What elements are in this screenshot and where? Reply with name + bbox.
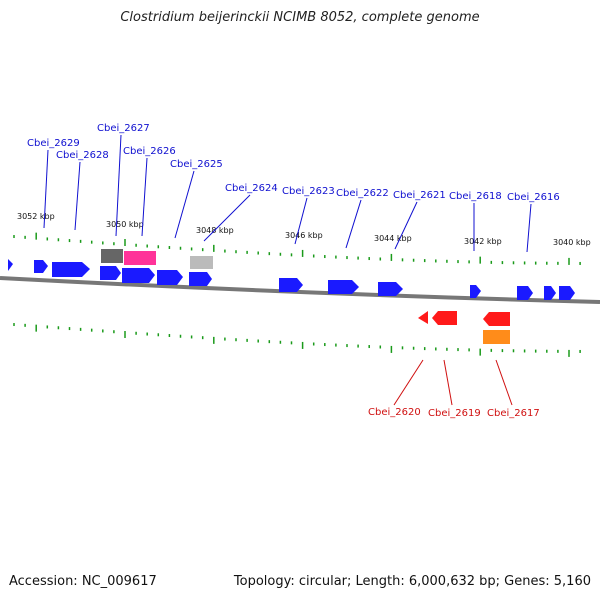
scale-label-3050: 3050 kbp: [106, 220, 144, 229]
rna-gene-pink-block[interactable]: [124, 251, 156, 265]
reverse-gene-labels: Cbei_2620 Cbei_2619 Cbei_2617: [368, 407, 540, 419]
gene-label-cbei-2629[interactable]: Cbei_2629: [27, 138, 80, 149]
gene-arrow[interactable]: [418, 311, 428, 324]
gene-label-cbei-2625[interactable]: Cbei_2625: [170, 159, 223, 170]
leader-line: [203, 194, 251, 242]
gene-label-cbei-2621[interactable]: Cbei_2621: [393, 190, 446, 201]
leader-line: [495, 359, 513, 406]
forward-strand-genes: [8, 259, 575, 300]
gene-arrow[interactable]: [189, 272, 212, 286]
pseudogene-dark-block[interactable]: [101, 249, 123, 263]
genome-summary-text: Topology: circular; Length: 6,000,632 bp…: [233, 574, 591, 589]
scale-ticks-bottom: [13, 323, 581, 357]
leader-line: [393, 359, 424, 406]
leader-line: [115, 134, 122, 237]
leader-line: [174, 170, 195, 239]
scale-ticks-top: [13, 232, 581, 265]
gene-label-cbei-2618[interactable]: Cbei_2618: [449, 191, 502, 202]
gene-label-cbei-2628[interactable]: Cbei_2628: [56, 150, 109, 161]
forward-leader-lines: [43, 134, 532, 253]
rna-gene-orange-block[interactable]: [483, 330, 510, 344]
leader-line: [394, 201, 418, 250]
gene-label-cbei-2624[interactable]: Cbei_2624: [225, 183, 278, 194]
gene-label-cbei-2627[interactable]: Cbei_2627: [97, 123, 150, 134]
scale-label-3044: 3044 kbp: [374, 234, 412, 243]
gene-arrow[interactable]: [378, 282, 403, 296]
gene-arrow[interactable]: [432, 311, 457, 325]
leader-line: [345, 199, 362, 249]
genome-backbone: [0, 276, 600, 304]
gene-label-cbei-2619[interactable]: Cbei_2619: [428, 408, 481, 419]
gene-arrow[interactable]: [559, 286, 575, 300]
gene-label-cbei-2616[interactable]: Cbei_2616: [507, 192, 560, 203]
forward-gene-labels: Cbei_2629 Cbei_2628 Cbei_2627 Cbei_2626 …: [27, 123, 560, 203]
gene-arrow[interactable]: [100, 266, 121, 280]
scale-label-3052: 3052 kbp: [17, 212, 55, 221]
pseudogene-light-block[interactable]: [190, 256, 213, 269]
gene-arrow[interactable]: [279, 278, 303, 292]
leader-line: [43, 149, 49, 229]
gene-arrow[interactable]: [328, 280, 359, 294]
leader-line: [74, 161, 81, 231]
leader-line: [443, 359, 453, 406]
gene-arrow[interactable]: [34, 260, 48, 273]
scale-label-3046: 3046 kbp: [285, 231, 323, 240]
gene-label-cbei-2617[interactable]: Cbei_2617: [487, 408, 540, 419]
leader-line: [526, 203, 532, 253]
gene-arrow[interactable]: [8, 259, 13, 271]
gene-arrow[interactable]: [52, 262, 90, 277]
gene-arrow[interactable]: [470, 285, 481, 298]
gene-arrow[interactable]: [122, 268, 155, 283]
map-title: Clostridium beijerinckii NCIMB 8052, com…: [120, 10, 480, 25]
gene-label-cbei-2622[interactable]: Cbei_2622: [336, 188, 389, 199]
gene-label-cbei-2626[interactable]: Cbei_2626: [123, 146, 176, 157]
scale-label-3042: 3042 kbp: [464, 237, 502, 246]
gene-arrow[interactable]: [157, 270, 183, 285]
scale-label-3040: 3040 kbp: [553, 238, 591, 247]
gene-label-cbei-2623[interactable]: Cbei_2623: [282, 186, 335, 197]
gene-arrow[interactable]: [544, 286, 556, 300]
reverse-strand-genes: [418, 311, 510, 326]
reverse-leader-lines: [393, 359, 513, 406]
accession-text: Accession: NC_009617: [9, 574, 157, 589]
gene-arrow[interactable]: [483, 312, 510, 326]
gene-label-cbei-2620[interactable]: Cbei_2620: [368, 407, 421, 418]
gene-arrow[interactable]: [517, 286, 533, 300]
leader-line: [141, 157, 148, 237]
leader-line: [294, 197, 308, 245]
